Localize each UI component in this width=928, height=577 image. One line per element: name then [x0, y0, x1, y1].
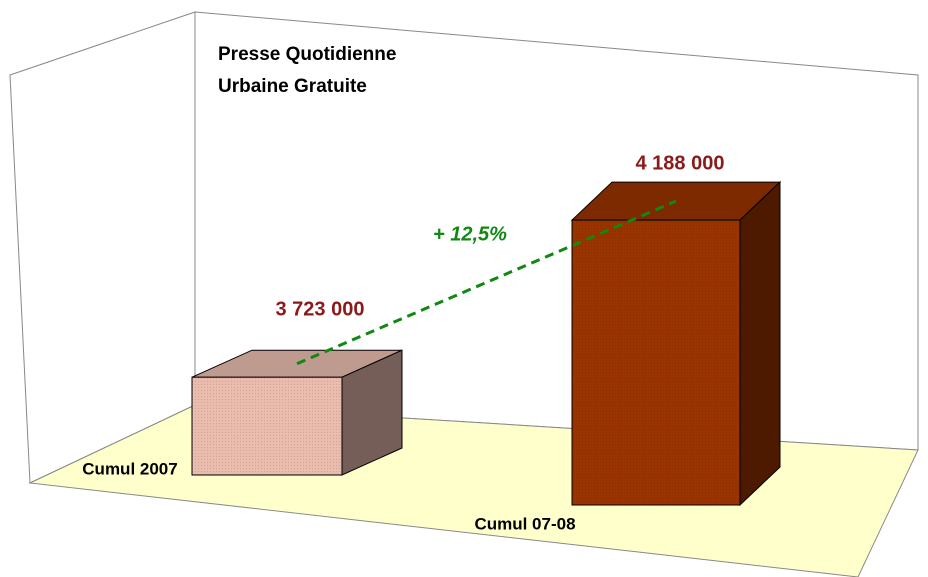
side-wall: [9, 11, 196, 484]
trend-line: [296, 199, 677, 366]
category-label: Cumul 2007: [82, 459, 177, 478]
bar-side: [739, 180, 781, 507]
annotation: + 12,5%: [433, 223, 507, 245]
chart-title: Presse Quotidienne: [218, 44, 396, 65]
bar-texture: [572, 220, 740, 505]
value-label: 4 188 000: [636, 152, 725, 174]
category-label: Cumul 07-08: [474, 514, 575, 533]
bar-texture: [192, 377, 342, 475]
value-label: 3 723 000: [276, 298, 365, 320]
chart-title: Urbaine Gratuite: [218, 76, 367, 97]
